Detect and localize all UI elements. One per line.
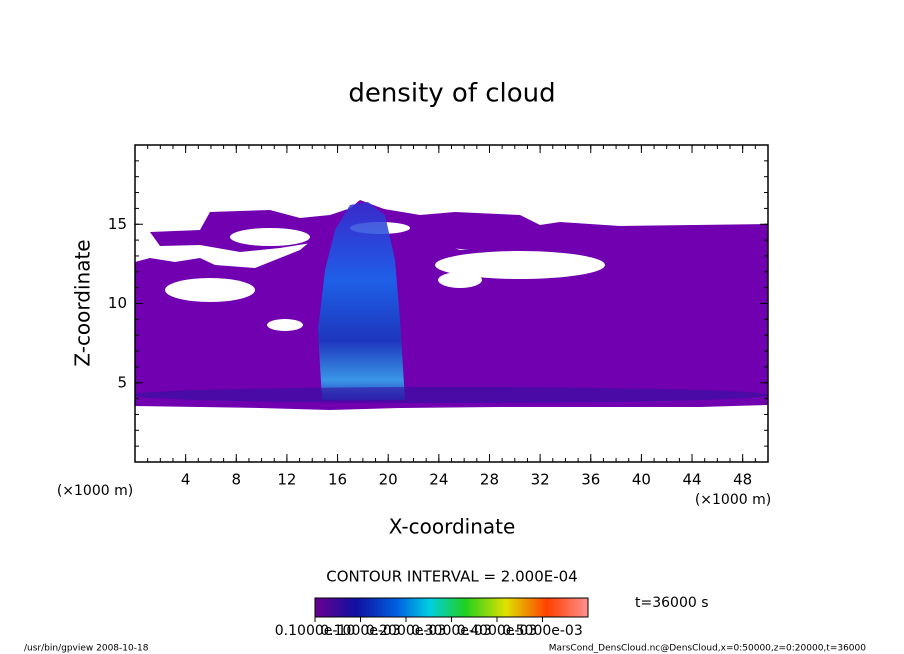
footer-left: /usr/bin/gpview 2008-10-18 <box>24 644 149 654</box>
x-tick-label: 44 <box>682 471 701 489</box>
y-tick-label: 10 <box>108 294 127 312</box>
chart-title: density of cloud <box>348 79 555 109</box>
cloud-tower <box>318 202 405 400</box>
colorbar-label: 0.3000e-03 <box>411 623 491 639</box>
x-tick-label: 48 <box>733 471 752 489</box>
colorbar-label: 0.5000e-03 <box>502 623 582 639</box>
gap <box>435 251 605 279</box>
cloud-upper <box>150 205 768 272</box>
y-unit: (×1000 m) <box>57 483 133 499</box>
colorbar-label: 0.1000e-10 <box>275 623 355 639</box>
x-tick-label: 8 <box>232 471 242 489</box>
field <box>135 200 768 410</box>
gap <box>230 228 310 246</box>
x-tick-label: 24 <box>429 471 448 489</box>
x-tick-label: 40 <box>632 471 651 489</box>
x-tick-label: 16 <box>328 471 347 489</box>
x-tick-label: 12 <box>277 471 296 489</box>
y-tick-label: 5 <box>117 373 127 391</box>
contour-interval: CONTOUR INTERVAL = 2.000E-04 <box>326 568 577 586</box>
colorbar <box>314 597 589 618</box>
gap <box>165 278 255 302</box>
x-tick-label: 28 <box>480 471 499 489</box>
cloud-base <box>135 387 768 403</box>
gap <box>438 272 482 288</box>
x-tick-label: 20 <box>379 471 398 489</box>
y-tick-label: 15 <box>108 215 127 233</box>
colorbar-label: 0.4000e-03 <box>457 623 537 639</box>
x-axis-label: X-coordinate <box>389 515 516 539</box>
y-axis-label: Z-coordinate <box>71 239 95 366</box>
x-unit: (×1000 m) <box>695 492 771 508</box>
x-tick-label: 4 <box>181 471 191 489</box>
footer-right: MarsCond_DensCloud.nc@DensCloud,x=0:5000… <box>549 644 866 654</box>
x-tick-label: 32 <box>531 471 550 489</box>
colorbar-label: 0.2000e-03 <box>366 623 446 639</box>
colorbar-label: 0.1000e-03 <box>320 623 400 639</box>
x-tick-label: 36 <box>581 471 600 489</box>
time-label: t=36000 s <box>635 595 709 611</box>
gap <box>267 319 303 331</box>
